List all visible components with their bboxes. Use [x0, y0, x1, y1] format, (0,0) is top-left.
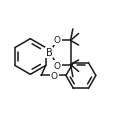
Text: O: O	[54, 36, 61, 45]
Text: O: O	[51, 71, 58, 80]
Text: O: O	[54, 61, 61, 70]
Text: B: B	[46, 48, 53, 58]
